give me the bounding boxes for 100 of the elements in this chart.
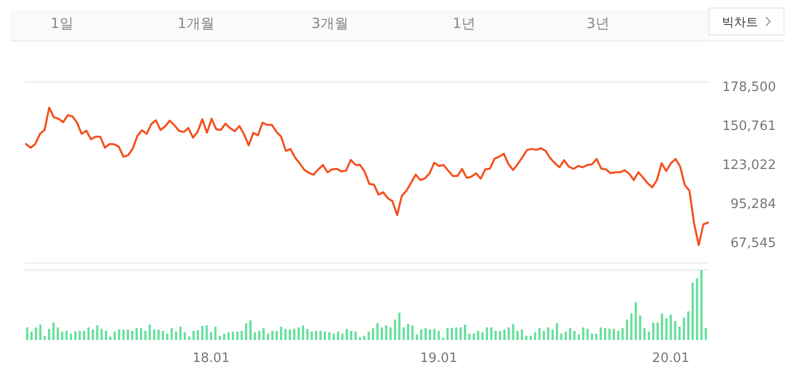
bar: [498, 330, 502, 340]
y-tick-label: 67,545: [730, 236, 776, 251]
bar: [354, 332, 357, 340]
bar: [670, 314, 672, 340]
bar: [578, 334, 580, 340]
bar: [144, 330, 146, 340]
bar: [26, 327, 28, 340]
bar: [266, 334, 270, 340]
y-tick-label: 178,500: [722, 80, 776, 95]
bar: [196, 330, 200, 340]
bar: [61, 332, 64, 340]
bar: [674, 321, 676, 340]
bar: [477, 330, 480, 340]
bar: [136, 328, 138, 340]
tabs: 1일 1개월 3개월 1년 3년 빅차트: [10, 8, 786, 42]
bar: [319, 330, 322, 340]
bar: [556, 323, 558, 340]
bar: [74, 332, 76, 340]
bar: [660, 313, 664, 340]
bar: [600, 327, 602, 340]
line-series: [25, 106, 709, 246]
bar: [678, 326, 681, 340]
y-tick-label: 95,284: [730, 196, 776, 212]
bar: [643, 328, 646, 340]
bar: [494, 330, 497, 340]
bar: [700, 270, 703, 340]
bar: [525, 336, 528, 340]
bar: [298, 327, 300, 340]
bar: [472, 334, 475, 340]
bar: [622, 328, 624, 340]
bar: [109, 336, 112, 340]
bar: [179, 326, 182, 340]
bar: [406, 324, 410, 340]
bar: [450, 328, 453, 340]
bar: [223, 334, 226, 340]
bar: [604, 328, 606, 340]
bar: [174, 332, 178, 340]
bar: [332, 334, 335, 340]
bar: [692, 282, 694, 340]
bar: [568, 328, 572, 340]
bar: [516, 330, 519, 340]
bar: [288, 330, 291, 340]
bar: [376, 323, 379, 340]
bar: [394, 320, 396, 340]
bar: [617, 330, 620, 340]
bar: [83, 330, 86, 340]
bar: [372, 328, 374, 340]
bar: [78, 330, 81, 340]
bar: [508, 327, 510, 340]
bar: [157, 330, 160, 340]
bar: [648, 332, 650, 340]
bar: [258, 330, 260, 340]
x-tick-label: 18.01: [192, 351, 230, 366]
bar: [104, 330, 108, 340]
bar: [696, 278, 698, 340]
bar: [271, 330, 274, 340]
bar: [249, 320, 252, 340]
bar: [358, 337, 362, 340]
x-tick-label: 20.01: [652, 351, 690, 366]
bar: [520, 330, 524, 340]
bar: [424, 328, 427, 340]
bar: [398, 312, 400, 340]
bar: [214, 326, 217, 340]
bar: [402, 327, 405, 340]
bar: [310, 332, 313, 340]
bar: [634, 302, 637, 340]
bar: [92, 330, 94, 340]
bar: [245, 323, 248, 340]
bar: [573, 330, 576, 340]
bar: [626, 320, 628, 340]
x-tick-label: 19.01: [420, 351, 458, 366]
bar: [438, 330, 440, 340]
bar: [512, 324, 514, 340]
bar: [542, 330, 545, 340]
bar: [368, 332, 370, 340]
bar: [380, 327, 383, 340]
bar: [595, 334, 598, 340]
bar: [503, 330, 506, 340]
bar: [656, 322, 659, 340]
bar: [682, 318, 686, 340]
bar: [687, 311, 690, 340]
bar: [232, 332, 234, 340]
bar: [122, 330, 125, 340]
bar: [39, 324, 42, 340]
bar: [582, 327, 584, 340]
bar: [206, 325, 208, 340]
bar: [96, 325, 98, 340]
bar: [486, 327, 488, 340]
bar: [468, 334, 470, 340]
bar: [455, 327, 458, 340]
bar: [363, 336, 366, 340]
bar: [652, 322, 654, 340]
bar: [201, 326, 204, 340]
bar: [131, 330, 134, 340]
bar: [389, 327, 392, 340]
bar: [87, 327, 90, 340]
y-tick-label: 123,022: [722, 158, 776, 173]
bar: [262, 328, 265, 340]
bar: [341, 334, 344, 340]
bar: [328, 332, 330, 340]
